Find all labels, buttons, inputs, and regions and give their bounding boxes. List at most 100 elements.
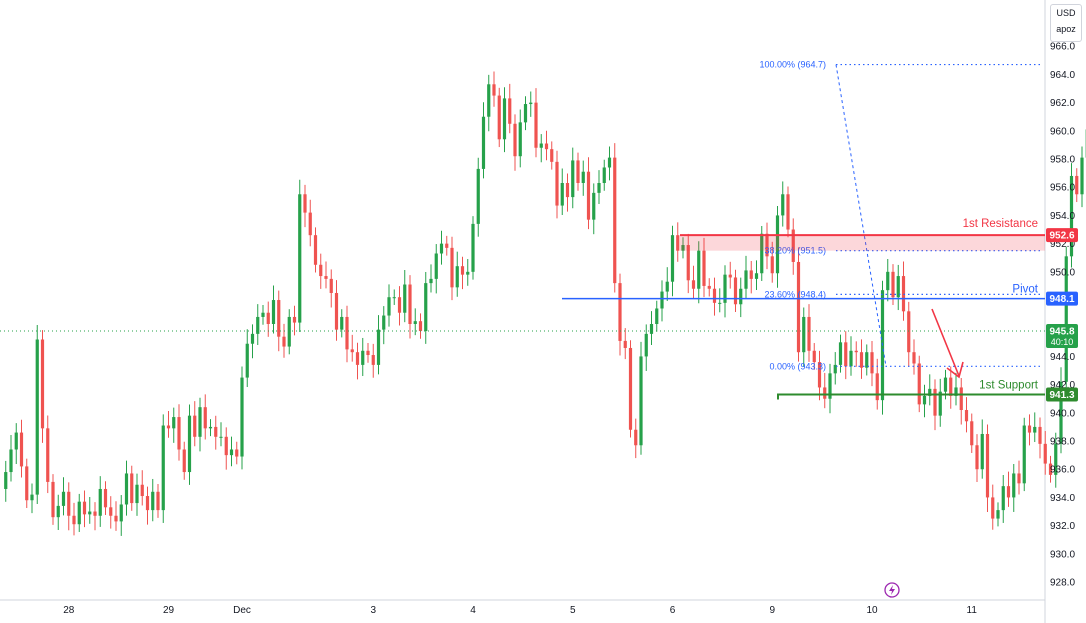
- candle-body: [586, 171, 591, 220]
- candle-body: [912, 352, 916, 364]
- candle-body: [886, 271, 890, 291]
- candle-body: [382, 315, 386, 330]
- candle-body: [497, 95, 501, 140]
- candle-body: [193, 415, 197, 437]
- y-tick-label: 952.0: [1050, 239, 1075, 250]
- candle-body: [471, 223, 475, 272]
- y-tick-label: 956.0: [1050, 183, 1075, 194]
- candle-body: [103, 488, 108, 508]
- candle-body: [361, 350, 365, 365]
- candle-body: [560, 183, 564, 206]
- candle-body: [460, 266, 465, 275]
- candle-body: [555, 161, 559, 206]
- candle-body: [807, 316, 811, 351]
- candle-body: [970, 421, 974, 446]
- candle-body: [508, 98, 512, 124]
- candle-body: [88, 511, 92, 515]
- candle-body: [98, 488, 102, 516]
- candle-body: [25, 466, 29, 501]
- candle-body: [959, 387, 963, 411]
- candle-body: [796, 261, 801, 353]
- candle-body: [429, 278, 433, 284]
- candle-body: [513, 123, 517, 157]
- candle-body: [639, 356, 643, 446]
- y-tick-label: 964.0: [1050, 70, 1075, 81]
- candle-body: [287, 316, 291, 347]
- candle-body: [324, 276, 328, 279]
- currency-label: USD: [1056, 8, 1076, 18]
- support-line[interactable]: [777, 393, 1045, 400]
- y-tick-label: 934.0: [1050, 493, 1075, 504]
- candle-body: [187, 415, 192, 473]
- candle-body: [644, 333, 648, 357]
- svg-text:945.8: 945.8: [1049, 327, 1074, 338]
- candle-body: [775, 215, 780, 274]
- candle-body: [481, 116, 486, 169]
- candle-body: [418, 321, 423, 332]
- resistance-price-tag: 952.6: [1046, 228, 1078, 243]
- y-tick-label: 950.0: [1050, 267, 1075, 278]
- candle-body: [933, 388, 937, 416]
- svg-text:941.3: 941.3: [1049, 390, 1074, 401]
- candle-body: [539, 143, 543, 148]
- candle-body: [124, 473, 129, 505]
- candle-body: [350, 349, 354, 353]
- candle-body: [996, 510, 1000, 519]
- candle-body: [329, 278, 333, 293]
- currency-sublabel: apoz: [1056, 24, 1076, 34]
- candle-body: [298, 194, 302, 323]
- candle-body: [392, 297, 396, 299]
- candle-body: [723, 274, 727, 303]
- candle-body: [229, 449, 234, 456]
- pivot-price-tag: 948.1: [1046, 291, 1078, 306]
- candle-body: [376, 329, 381, 365]
- candle-body: [455, 266, 459, 288]
- candle-body: [166, 425, 171, 429]
- x-tick-label: 29: [163, 605, 175, 616]
- candle-body: [424, 283, 428, 332]
- candle-body: [770, 256, 774, 274]
- candle-body: [476, 168, 480, 224]
- candle-body: [313, 235, 318, 265]
- y-tick-label: 928.0: [1050, 578, 1075, 589]
- candle-body: [791, 229, 795, 262]
- candle-body: [30, 494, 34, 501]
- candle-body: [1012, 473, 1016, 498]
- candle-body: [817, 362, 822, 388]
- candle-body: [51, 481, 55, 518]
- x-tick-label: 6: [670, 605, 676, 616]
- candle-body: [754, 273, 759, 279]
- candle-body: [1069, 175, 1074, 257]
- y-tick-label: 958.0: [1050, 155, 1075, 166]
- fib-level-label: 0.00% (943.3): [769, 361, 826, 371]
- y-tick-label: 960.0: [1050, 126, 1075, 137]
- candle-body: [1033, 426, 1037, 433]
- fib-level-label: 100.00% (964.7): [759, 60, 826, 70]
- candle-body: [828, 373, 832, 399]
- candle-body: [261, 312, 265, 317]
- candle-body: [502, 98, 507, 140]
- x-tick-label: 11: [967, 605, 978, 616]
- candle-body: [744, 270, 748, 289]
- candle-body: [964, 410, 969, 422]
- candle-body: [943, 377, 948, 392]
- candle-body: [61, 491, 66, 506]
- candle-body: [665, 281, 669, 292]
- candle-body: [702, 250, 706, 286]
- currency-selector[interactable]: USD apoz: [1050, 4, 1082, 42]
- fib-trend-line[interactable]: [835, 64, 887, 367]
- candle-body: [781, 194, 785, 216]
- candle-body: [67, 491, 71, 516]
- candle-body: [949, 377, 953, 396]
- candle-body: [607, 157, 612, 168]
- candle-body: [859, 352, 864, 368]
- candle-body: [82, 501, 87, 515]
- candle-body: [151, 491, 155, 511]
- candle-body: [219, 436, 223, 438]
- candle-body: [1027, 425, 1032, 433]
- lightning-icon[interactable]: [884, 582, 900, 598]
- candle-body: [565, 183, 570, 198]
